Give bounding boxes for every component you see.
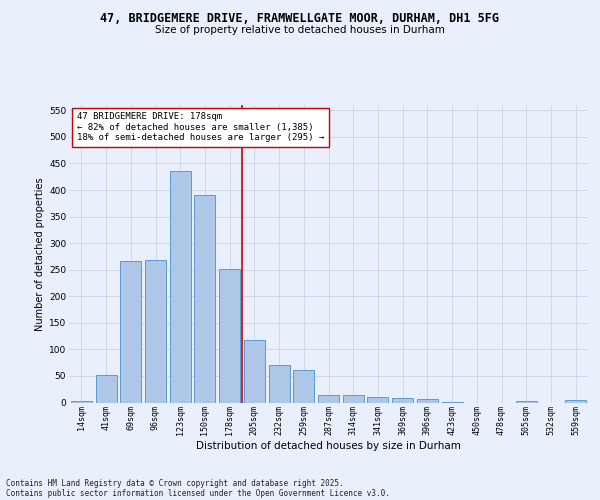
Bar — [170, 172, 191, 402]
Bar — [269, 366, 290, 403]
Bar — [318, 395, 339, 402]
Bar — [120, 260, 141, 402]
Bar — [71, 401, 92, 402]
Bar — [244, 340, 265, 402]
X-axis label: Distribution of detached houses by size in Durham: Distribution of detached houses by size … — [196, 441, 461, 451]
Bar — [194, 196, 215, 402]
Bar — [343, 395, 364, 402]
Text: 47 BRIDGEMERE DRIVE: 178sqm
← 82% of detached houses are smaller (1,385)
18% of : 47 BRIDGEMERE DRIVE: 178sqm ← 82% of det… — [77, 112, 324, 142]
Bar — [417, 400, 438, 402]
Bar — [293, 370, 314, 402]
Bar — [95, 375, 116, 402]
Bar — [516, 401, 537, 402]
Bar — [367, 397, 388, 402]
Text: 47, BRIDGEMERE DRIVE, FRAMWELLGATE MOOR, DURHAM, DH1 5FG: 47, BRIDGEMERE DRIVE, FRAMWELLGATE MOOR,… — [101, 12, 499, 26]
Text: Contains HM Land Registry data © Crown copyright and database right 2025.: Contains HM Land Registry data © Crown c… — [6, 478, 344, 488]
Text: Size of property relative to detached houses in Durham: Size of property relative to detached ho… — [155, 25, 445, 35]
Bar — [392, 398, 413, 402]
Bar — [145, 260, 166, 402]
Bar — [219, 268, 240, 402]
Y-axis label: Number of detached properties: Number of detached properties — [35, 177, 45, 330]
Text: Contains public sector information licensed under the Open Government Licence v3: Contains public sector information licen… — [6, 488, 390, 498]
Bar — [565, 400, 586, 402]
